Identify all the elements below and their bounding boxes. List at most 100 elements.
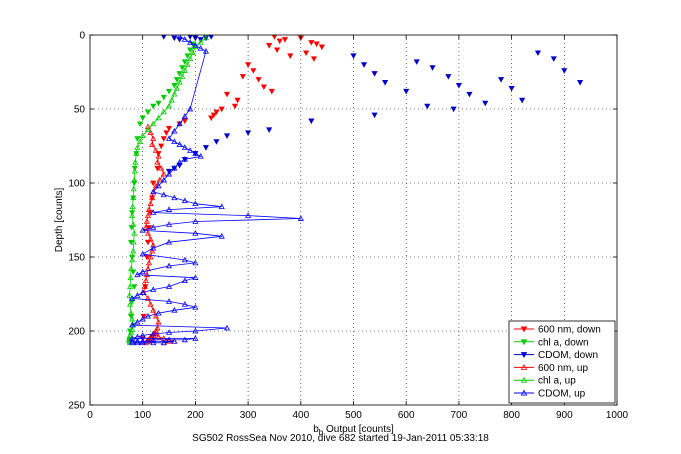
series-chl-a-down-point (150, 103, 157, 110)
legend-entry-600-nm-down-marker (520, 326, 528, 333)
x-tick-label: 700 (451, 410, 468, 421)
figure-footer: SG502 RossSea Nov 2010, dive 682 started… (192, 433, 489, 444)
series-cdom-up-point (165, 206, 173, 212)
y-tick-label: 200 (68, 327, 85, 338)
series-600-nm-up-point (149, 194, 156, 201)
series-cdom-up-point (134, 339, 141, 346)
data-layer (125, 35, 584, 346)
series-cdom-up-point (165, 336, 173, 343)
series-cdom-up-point (202, 48, 210, 54)
series-600-nm-up-point (147, 236, 154, 242)
series-600-nm-up-point (144, 123, 152, 130)
series-600-nm-down-point (165, 125, 173, 132)
legend-entry-cdom-down-marker (520, 352, 528, 359)
series-cdom-up-point (245, 212, 252, 218)
series-600-nm-up-point (144, 212, 152, 218)
series-cdom-down-point (371, 112, 378, 119)
series-chl-a-down-point (136, 121, 144, 128)
series-600-nm-up-point (152, 147, 159, 153)
y-tick-label: 100 (68, 179, 85, 190)
series-chl-a-down-point (187, 47, 194, 54)
x-tick-label: 100 (134, 410, 151, 421)
series-chl-a-down-point (131, 284, 138, 290)
series-chl-a-up-point (139, 132, 146, 138)
series-cdom-up-point (192, 230, 199, 236)
series-cdom-down-point (482, 100, 489, 107)
series-chl-a-down-point (134, 136, 141, 142)
series-cdom-up-point (187, 147, 194, 153)
series-chl-a-up-point (131, 230, 138, 236)
series-cdom-up-point (155, 182, 162, 189)
series-cdom-up-point (129, 295, 136, 301)
series-cdom-up-point (134, 318, 141, 325)
series-cdom-down-point (187, 35, 193, 40)
series-600-nm-up-point (152, 327, 159, 334)
series-600-nm-up-point (155, 318, 162, 325)
series-cdom-down-point (497, 77, 505, 83)
series-600-nm-down-point (181, 118, 188, 125)
x-axis-label: bb Output [counts] (313, 424, 394, 437)
series-cdom-down-point (360, 62, 368, 68)
series-cdom-up-point (150, 339, 157, 346)
series-cdom-up-point (181, 336, 188, 343)
series-chl-a-up-point (144, 126, 152, 133)
series-600-nm-down-point (318, 44, 325, 51)
series-chl-a-up-point (130, 185, 137, 192)
series-600-nm-up-point (147, 253, 154, 260)
x-tick-label: 0 (87, 410, 93, 421)
series-chl-a-up-point (130, 221, 137, 227)
series-600-nm-down-point (276, 38, 283, 45)
series-600-nm-up-point (145, 206, 153, 212)
series-600-nm-down-point (150, 180, 157, 187)
series-600-nm-up-point (150, 241, 157, 248)
series-cdom-up-point (165, 238, 173, 245)
series-cdom-up-point (192, 335, 199, 341)
legend-entry-600-nm-up-marker (520, 363, 528, 370)
series-600-nm-down-point (160, 136, 167, 142)
series-cdom-up-point (187, 39, 194, 45)
series-cdom-up-point (197, 153, 204, 159)
series-600-nm-down-point (313, 41, 320, 48)
series-chl-a-up-point (127, 274, 134, 281)
series-600-nm-up-point (154, 324, 161, 331)
x-tick-label: 800 (503, 410, 520, 421)
series-cdom-up-point (171, 127, 178, 134)
series-600-nm-down-point (210, 112, 217, 119)
series-cdom-down-point (308, 118, 315, 125)
series-chl-a-up-point (192, 43, 199, 50)
series-chl-a-up-point (130, 194, 137, 201)
series-cdom-up-point (134, 292, 141, 298)
series-cdom-up-point (150, 224, 157, 230)
y-tick-label: 0 (79, 31, 85, 42)
series-cdom-up-point (297, 215, 304, 221)
series-cdom-up-point (171, 164, 178, 171)
series-chl-a-up-point (126, 283, 134, 289)
legend-entry-chl-a-up-marker (520, 376, 528, 383)
legend-entry-cdom-down-label: CDOM, down (538, 350, 598, 361)
series-cdom-up-point (181, 301, 188, 307)
series-600-nm-down-point (287, 53, 294, 59)
legend-entry-600-nm-down-label: 600 nm, down (538, 325, 601, 336)
series-600-nm-up-point (147, 129, 154, 135)
series-600-nm-up-point (149, 247, 156, 254)
series-cdom-up-point (187, 105, 194, 112)
series-cdom-down-point (208, 35, 214, 40)
series-cdom-down-point (245, 130, 252, 136)
series-600-nm-down-point (268, 88, 275, 95)
series-cdom-down-point (519, 97, 526, 104)
series-600-nm-up-point (147, 333, 154, 340)
series-600-nm-up-point (160, 170, 167, 177)
series-cdom-up-point (192, 42, 199, 48)
series-chl-a-up-point (171, 90, 178, 97)
series-chl-a-up-point (132, 159, 139, 165)
series-600-nm-down-point (302, 50, 310, 56)
series-cdom-down-point (413, 59, 420, 65)
series-600-nm-down-point (310, 56, 318, 62)
series-cdom-up-point (176, 141, 183, 147)
series-cdom-up-point (150, 286, 157, 292)
series-cdom-up-point (171, 194, 178, 201)
series-cdom-up-point (192, 304, 199, 310)
series-cdom-up-point (192, 150, 199, 156)
